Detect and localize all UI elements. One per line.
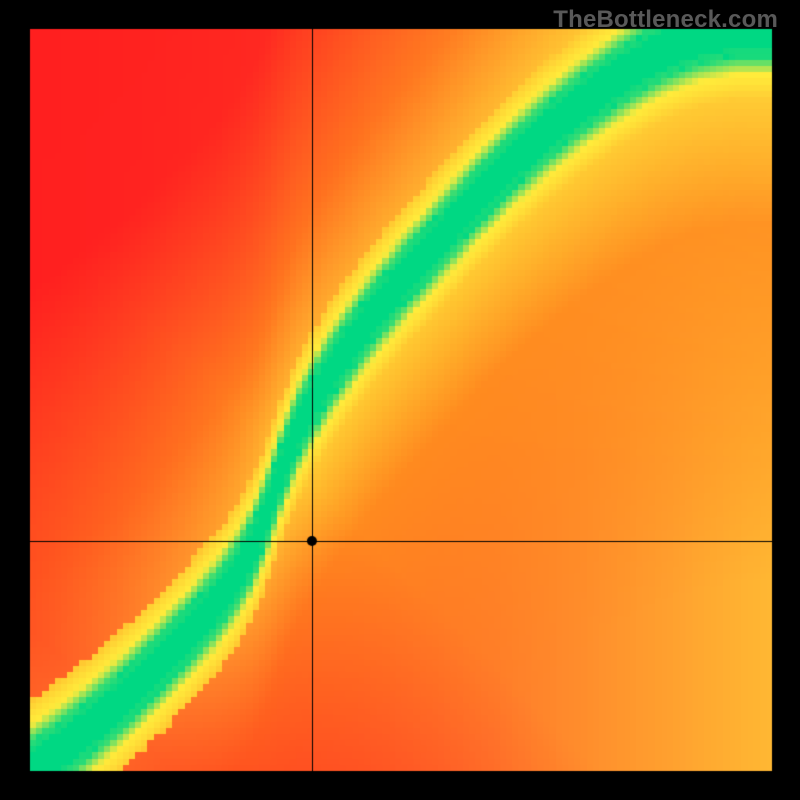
bottleneck-heatmap: [0, 0, 800, 800]
chart-container: TheBottleneck.com: [0, 0, 800, 800]
watermark-text: TheBottleneck.com: [553, 6, 778, 34]
